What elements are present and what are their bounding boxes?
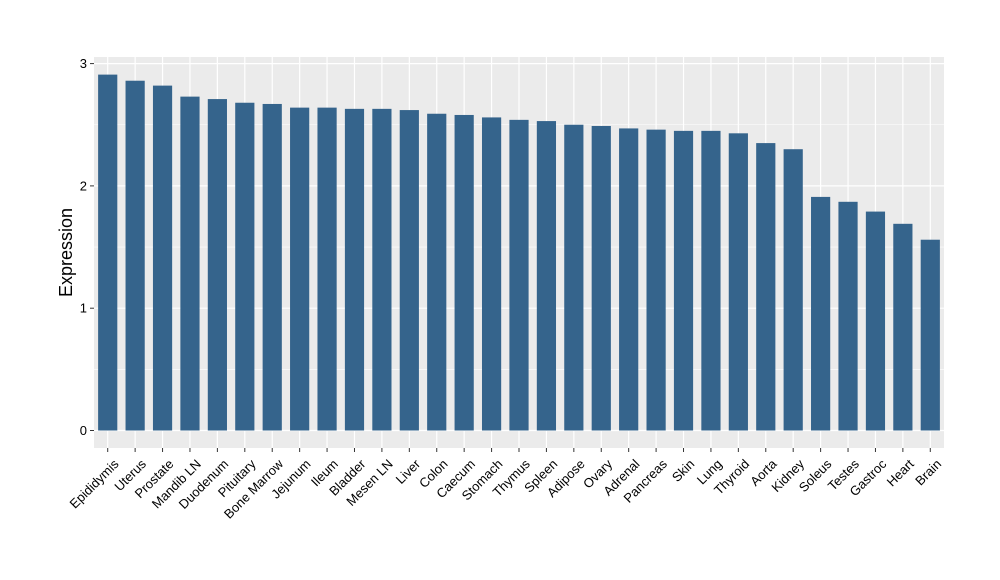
y-tick-label: 2	[80, 178, 87, 193]
bar-testes	[838, 201, 858, 431]
bar-pancreas	[646, 129, 666, 431]
y-axis: 0 1 2 3	[80, 56, 94, 438]
y-axis-title: Expression	[56, 208, 76, 297]
bar-adrenal	[619, 128, 639, 431]
y-tick-label: 3	[80, 56, 87, 71]
bar-epididymis	[98, 74, 118, 431]
bar-lung	[701, 130, 721, 431]
bar-adipose	[564, 124, 584, 431]
bar-stomach	[481, 117, 502, 431]
bar-mandib-ln	[180, 96, 200, 431]
bar-gastroc	[865, 211, 886, 431]
bar-thyroid	[728, 133, 748, 431]
bar-bone-marrow	[262, 103, 282, 431]
y-tick-label: 1	[80, 301, 87, 316]
bar-mesen-ln	[372, 108, 392, 431]
bar-brain	[920, 239, 940, 431]
bar-duodenum	[207, 99, 227, 431]
x-tick-label: Brain	[912, 456, 944, 488]
bar-spleen	[536, 121, 557, 431]
bar-ovary	[591, 125, 611, 431]
bar-liver	[399, 110, 419, 431]
bar-thymus	[509, 119, 529, 431]
bar-aorta	[756, 143, 776, 431]
bar-bladder	[344, 108, 365, 431]
bar-pituitary	[235, 102, 255, 431]
bar-soleus	[811, 196, 831, 431]
bar-ileum	[317, 107, 337, 431]
y-tick-label: 0	[80, 423, 87, 438]
bar-uterus	[125, 80, 145, 431]
bar-heart	[893, 223, 913, 431]
bar-jejunum	[290, 107, 310, 431]
bar-caecum	[454, 114, 474, 431]
x-tick-label: Skin	[669, 456, 697, 484]
bar-kidney	[783, 149, 803, 431]
bars	[98, 74, 940, 431]
bar-colon	[427, 113, 447, 431]
x-tick-label: Heart	[884, 456, 917, 489]
bar-prostate	[152, 85, 173, 431]
bar-skin	[673, 130, 694, 431]
